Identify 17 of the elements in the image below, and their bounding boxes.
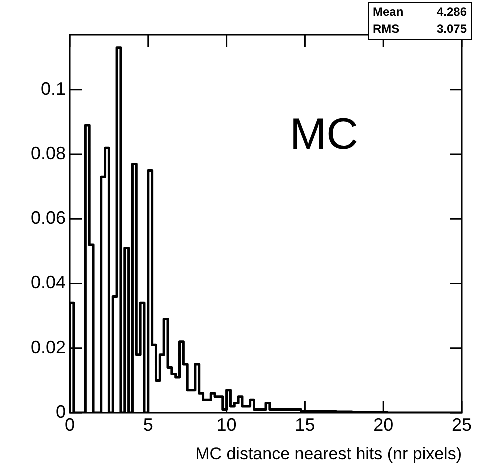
y-tick-label: 0.04	[30, 272, 66, 293]
text: 4.286	[436, 4, 467, 21]
annotation: MC	[290, 110, 358, 160]
y-tick-label: 0.08	[30, 144, 66, 164]
x-tick-label: 10	[216, 414, 237, 435]
x-tick-label: 25	[452, 414, 472, 435]
y-tick-label: 0.02	[30, 337, 66, 358]
x-tick-label: 15	[295, 414, 316, 435]
x-axis-title: MC distance nearest hits (nr pixels)	[196, 444, 462, 464]
y-tick-label: 0.1	[40, 78, 66, 99]
x-tick-label: 5	[143, 414, 154, 435]
annotation: RMS	[373, 21, 401, 38]
x-tick-label: 20	[374, 414, 394, 435]
y-tick-label: 0.06	[30, 208, 66, 228]
text: Mean	[373, 4, 405, 21]
annotation: 3.075	[436, 21, 467, 38]
y-tick-label: 0	[56, 402, 66, 422]
